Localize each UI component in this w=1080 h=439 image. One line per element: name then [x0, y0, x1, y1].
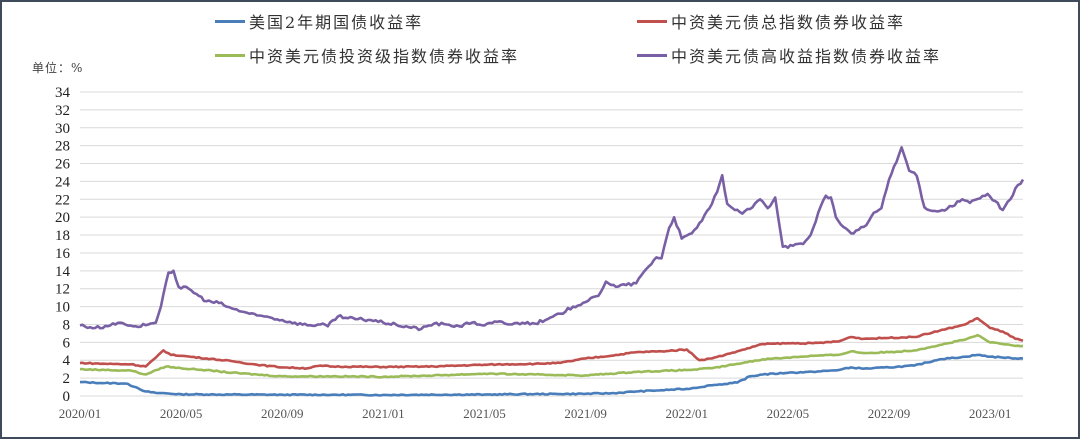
- y-tick-label: 20: [55, 210, 70, 226]
- legend-item-high-yield: 中资美元债高收益指数债券收益率: [637, 43, 941, 67]
- legend-item-total-index: 中资美元债总指数债券收益率: [637, 9, 905, 33]
- y-tick-label: 32: [55, 103, 70, 119]
- series-line: [79, 146, 1025, 332]
- x-tick-label: 2022/05: [767, 406, 810, 421]
- x-tick-label: 2021/01: [362, 406, 405, 421]
- y-tick-label: 14: [55, 264, 71, 280]
- x-tick-label: 2020/01: [59, 406, 102, 421]
- gridlines: [80, 91, 1023, 397]
- y-tick-label: 28: [55, 139, 70, 155]
- x-tick-label: 2020/09: [261, 406, 304, 421]
- legend-label: 中资美元债总指数债券收益率: [671, 13, 906, 32]
- y-tick-label: 24: [55, 174, 71, 190]
- y-tick-label: 8: [63, 317, 71, 333]
- y-tick-label: 16: [55, 246, 71, 262]
- y-tick-label: 30: [55, 121, 70, 137]
- y-tick-label: 18: [55, 228, 70, 244]
- legend-label: 中资美元债高收益指数债券收益率: [671, 47, 942, 66]
- y-tick-label: 4: [63, 353, 71, 369]
- legend-item-investment-grade: 中资美元债投资级指数债券收益率: [215, 43, 519, 67]
- x-tick-label: 2022/01: [665, 406, 708, 421]
- y-tick-label: 12: [55, 282, 70, 298]
- series-line: [79, 316, 1024, 371]
- y-tick-label: 26: [55, 157, 71, 173]
- series-line: [79, 333, 1024, 379]
- unit-label: 单位：%: [32, 61, 84, 75]
- x-axis-tick-labels: 2020/01 2020/05 2020/09 2021/01 2021/05 2021/…: [59, 406, 1012, 421]
- y-tick-label: 6: [63, 335, 71, 351]
- series-lines: [79, 146, 1025, 397]
- legend-swatch-green: [215, 53, 245, 57]
- y-tick-label: 10: [55, 300, 70, 316]
- y-tick-label: 2: [63, 371, 71, 387]
- x-tick-label: 2020/05: [160, 406, 203, 421]
- y-tick-label: 34: [55, 85, 71, 101]
- x-tick-label: 2022/09: [868, 406, 911, 421]
- x-tick-label: 2021/09: [564, 406, 607, 421]
- y-tick-label: 22: [55, 192, 70, 208]
- series-line: [80, 353, 1024, 397]
- legend-item-us-2y-treasury: 美国2年期国债收益率: [215, 9, 423, 33]
- legend-label: 美国2年期国债收益率: [249, 13, 424, 32]
- y-tick-label: 0: [63, 389, 71, 405]
- x-tick-label: 2021/05: [463, 406, 506, 421]
- legend-label: 中资美元债投资级指数债券收益率: [249, 47, 520, 66]
- legend-swatch-blue: [215, 19, 245, 23]
- legend-swatch-purple: [637, 53, 667, 57]
- legend-swatch-red: [637, 19, 667, 23]
- x-tick-label: 2023/01: [969, 406, 1012, 421]
